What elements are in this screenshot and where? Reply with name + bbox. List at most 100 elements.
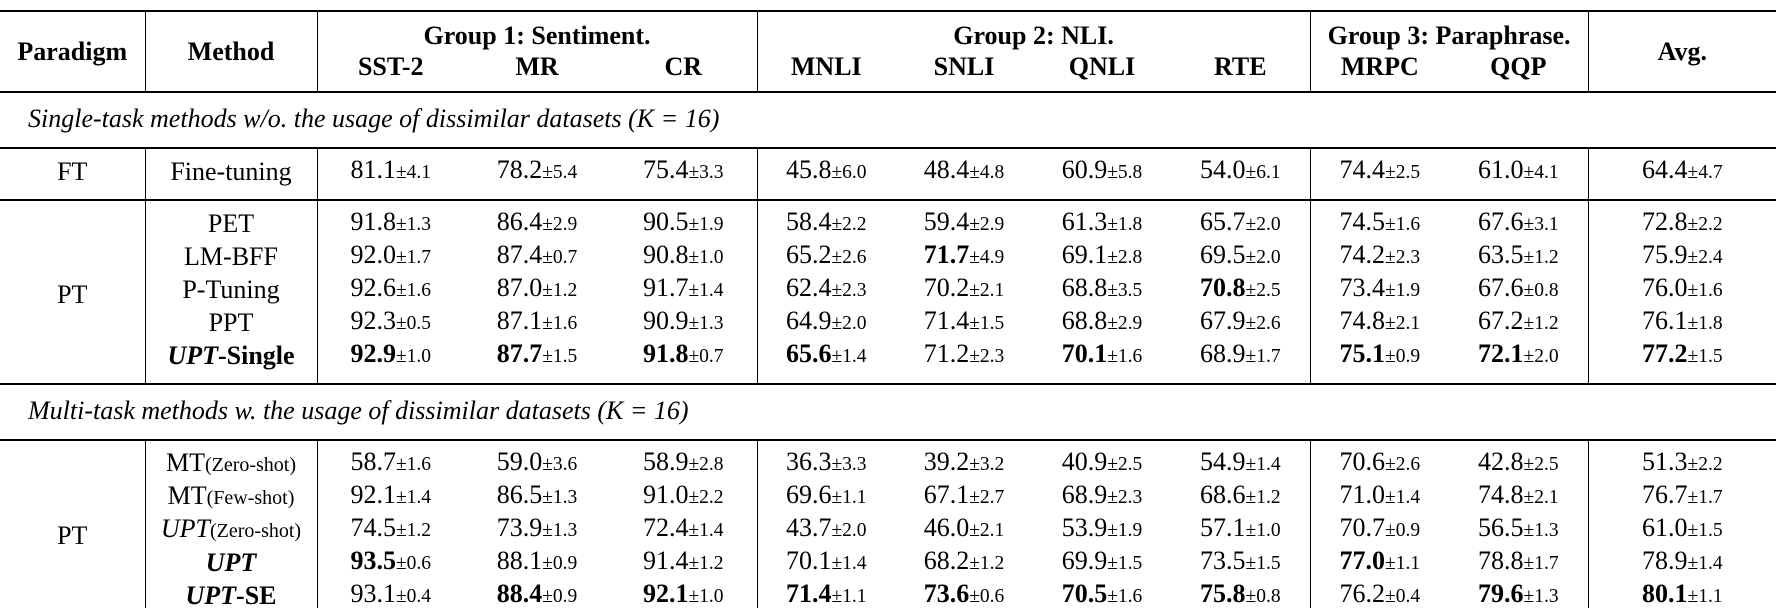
score-value: 59.4 [923,207,970,237]
score-stddev: ±0.9 [542,586,578,608]
score-stddev: ±1.3 [542,520,578,542]
score-cell: 48.4±4.8 [895,148,1034,202]
score-cell: 56.5±1.3 [1449,513,1588,546]
paradigm-cell: PT [57,280,88,310]
method-cell: LM-BFF [144,240,317,274]
score-cell: 74.8±2.1 [1309,306,1450,340]
score-stddev: ±2.0 [831,313,867,335]
score-stddev: ±1.2 [1245,487,1281,509]
score-stddev: ±1.2 [395,520,432,542]
score-stddev: ±1.6 [1687,280,1723,302]
score-value: 42.8 [1478,447,1524,477]
score-value: 88.4 [496,579,543,608]
score-cell: 70.8±2.5 [1171,273,1310,306]
score-stddev: ±1.3 [542,487,578,509]
score-stddev: ±4.7 [1687,162,1723,184]
score-stddev: ±1.4 [688,520,724,542]
score-stddev: ±0.5 [395,313,432,335]
col-header-mr: MR [515,51,559,81]
score-cell: 58.9±2.8 [610,440,757,480]
col-header-qnli: QNLI [1068,51,1136,81]
score-stddev: ±1.0 [1245,520,1281,542]
score-value: 68.9 [1061,480,1108,510]
score-value: 74.5 [1339,207,1386,237]
score-cell: 65.2±2.6 [756,240,896,274]
score-cell: 80.1±1.1 [1587,579,1776,608]
score-value: 58.4 [785,207,832,237]
score-cell: 40.9±2.5 [1033,440,1171,480]
score-cell: 58.7±1.6 [316,440,464,481]
score-cell: 74.2±2.3 [1309,240,1450,274]
score-value: 62.4 [785,273,832,303]
score-cell: 58.4±2.2 [756,200,896,241]
score-cell: 91.8±1.3 [316,200,464,241]
score-value: 93.5 [350,546,396,576]
score-cell: 86.5±1.3 [464,480,610,513]
score-stddev: ±1.5 [1687,346,1723,368]
score-stddev: ±0.4 [1385,586,1421,608]
score-value: 71.2 [923,339,970,369]
score-stddev: ±1.4 [831,346,867,368]
score-value: 92.3 [350,306,396,336]
score-stddev: ±2.2 [1687,214,1723,236]
score-value: 69.9 [1061,546,1108,576]
score-stddev: ±2.9 [969,214,1005,236]
score-stddev: ±2.5 [1523,454,1559,476]
method-label: (Few-shot) [206,486,295,509]
score-value: 76.7 [1642,480,1688,510]
score-cell: 87.1±1.6 [464,306,610,339]
score-stddev: ±1.9 [1107,520,1143,542]
score-stddev: ±2.0 [1245,247,1281,269]
score-stddev: ±1.6 [1107,586,1143,608]
score-value: 79.6 [1478,579,1524,608]
score-cell: 76.1±1.8 [1587,306,1776,340]
score-stddev: ±3.2 [969,454,1005,476]
score-stddev: ±1.8 [1107,214,1143,236]
score-cell: 71.4±1.5 [895,306,1033,339]
score-cell: 68.9±2.3 [1033,480,1171,513]
score-value: 77.2 [1642,339,1688,369]
score-stddev: ±0.8 [1245,586,1281,608]
score-stddev: ±2.5 [1107,454,1143,476]
score-stddev: ±1.1 [1385,553,1421,575]
score-stddev: ±1.6 [395,280,432,302]
score-value: 53.9 [1061,513,1108,543]
table-row: UPT-SE 93.1±0.4 88.4±0.9 92.1±1.0 71.4±1.1 73… [0,579,1776,608]
score-stddev: ±0.6 [395,553,432,575]
score-stddev: ±1.0 [688,586,724,608]
score-cell: 71.4±1.1 [756,579,896,608]
method-cell: PET [144,200,317,241]
score-stddev: ±2.6 [1245,313,1281,335]
col-header-cr: CR [664,51,703,81]
score-value: 68.6 [1200,480,1246,510]
table-row: PT MT(Zero-shot) 58.7±1.6 59.0±3.6 58.9±2.8 3… [0,440,1776,550]
score-stddev: ±1.3 [395,214,432,236]
score-value: 74.8 [1339,306,1386,336]
score-value: 87.1 [496,306,543,336]
method-label: P-Tuning [182,274,280,304]
score-value: 67.6 [1478,207,1524,237]
score-cell: 70.2±2.1 [895,273,1033,306]
score-value: 67.2 [1478,306,1524,336]
score-value: 68.8 [1061,273,1108,303]
score-cell: 45.8±6.0 [756,148,896,202]
score-cell: 65.6±1.4 [756,339,896,386]
score-stddev: ±1.5 [542,346,578,368]
score-stddev: ±3.3 [831,454,867,476]
results-table: Paradigm Method Group 1: Sentiment. Grou… [0,9,1776,608]
method-label: UPT [185,580,237,608]
score-value: 73.9 [496,513,543,543]
col-header-qqp: QQP [1490,51,1547,81]
score-cell: 63.5±1.2 [1449,240,1588,273]
score-stddev: ±1.8 [1687,313,1723,335]
score-value: 69.5 [1200,240,1246,270]
score-value: 36.3 [785,447,832,477]
score-value: 69.1 [1061,240,1108,270]
score-cell: 92.1±1.0 [610,579,758,608]
score-cell: 92.3±0.5 [316,306,464,340]
method-cell: MT(Zero-shot) [144,440,317,481]
score-value: 68.8 [1061,306,1108,336]
score-stddev: ±4.1 [1523,162,1559,184]
score-cell: 70.7±0.9 [1309,513,1450,547]
score-value: 54.0 [1200,155,1246,185]
